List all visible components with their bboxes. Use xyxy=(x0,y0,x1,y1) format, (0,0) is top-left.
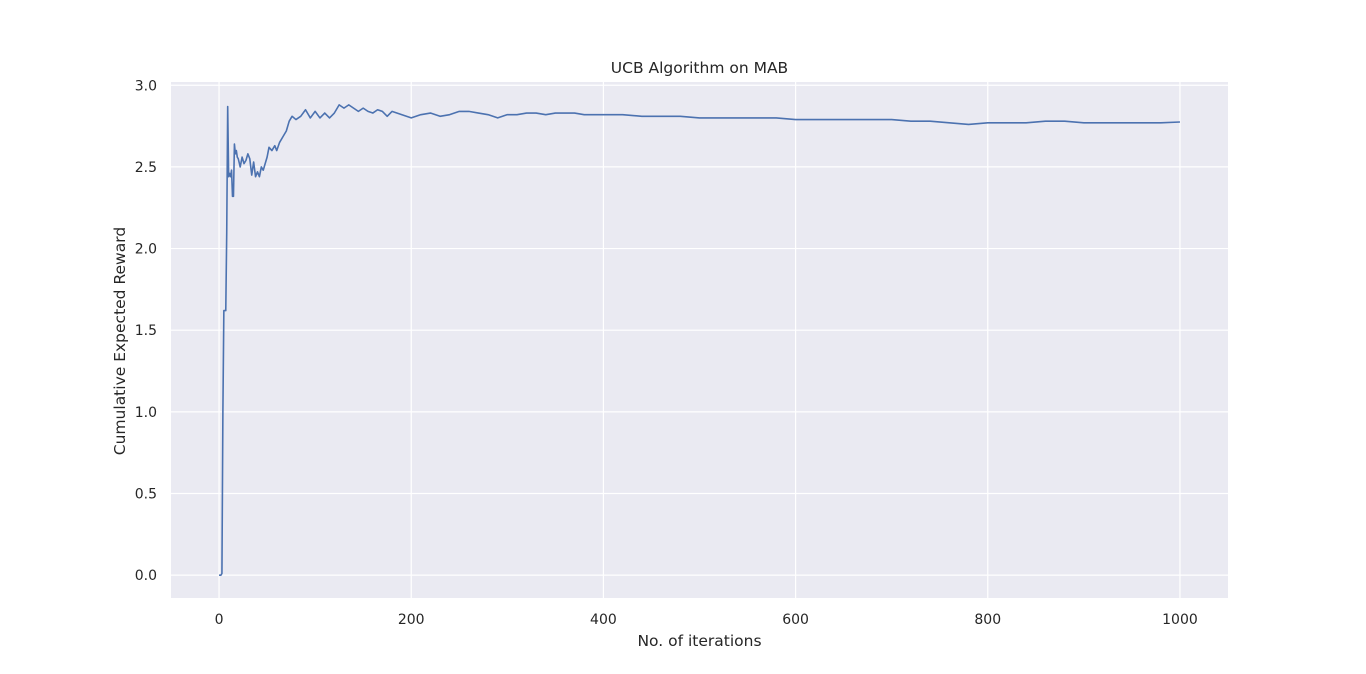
y-axis-label: Cumulative Expected Reward xyxy=(111,227,129,455)
y-tick-label: 0.0 xyxy=(135,568,157,584)
y-tick-label: 0.5 xyxy=(135,486,157,502)
x-tick-label: 400 xyxy=(590,612,617,628)
x-axis-ticks: 0 200 400 600 800 1000 xyxy=(215,612,1198,628)
x-tick-label: 800 xyxy=(974,612,1001,628)
series-group xyxy=(219,104,1180,576)
y-tick-label: 2.0 xyxy=(135,242,157,258)
x-tick-label: 1000 xyxy=(1162,612,1198,628)
y-tick-label: 1.5 xyxy=(135,323,157,339)
y-tick-label: 2.5 xyxy=(135,160,157,176)
series-line xyxy=(219,104,1180,576)
chart-title: UCB Algorithm on MAB xyxy=(611,59,788,77)
y-axis-ticks: 0.0 0.5 1.0 1.5 2.0 2.5 3.0 xyxy=(135,78,157,584)
x-axis-label: No. of iterations xyxy=(637,632,761,650)
x-tick-label: 600 xyxy=(782,612,809,628)
x-tick-label: 0 xyxy=(215,612,224,628)
y-tick-label: 1.0 xyxy=(135,405,157,421)
y-tick-label: 3.0 xyxy=(135,78,157,94)
grid-lines xyxy=(171,82,1228,598)
plot-area xyxy=(171,82,1228,598)
x-tick-label: 200 xyxy=(398,612,425,628)
